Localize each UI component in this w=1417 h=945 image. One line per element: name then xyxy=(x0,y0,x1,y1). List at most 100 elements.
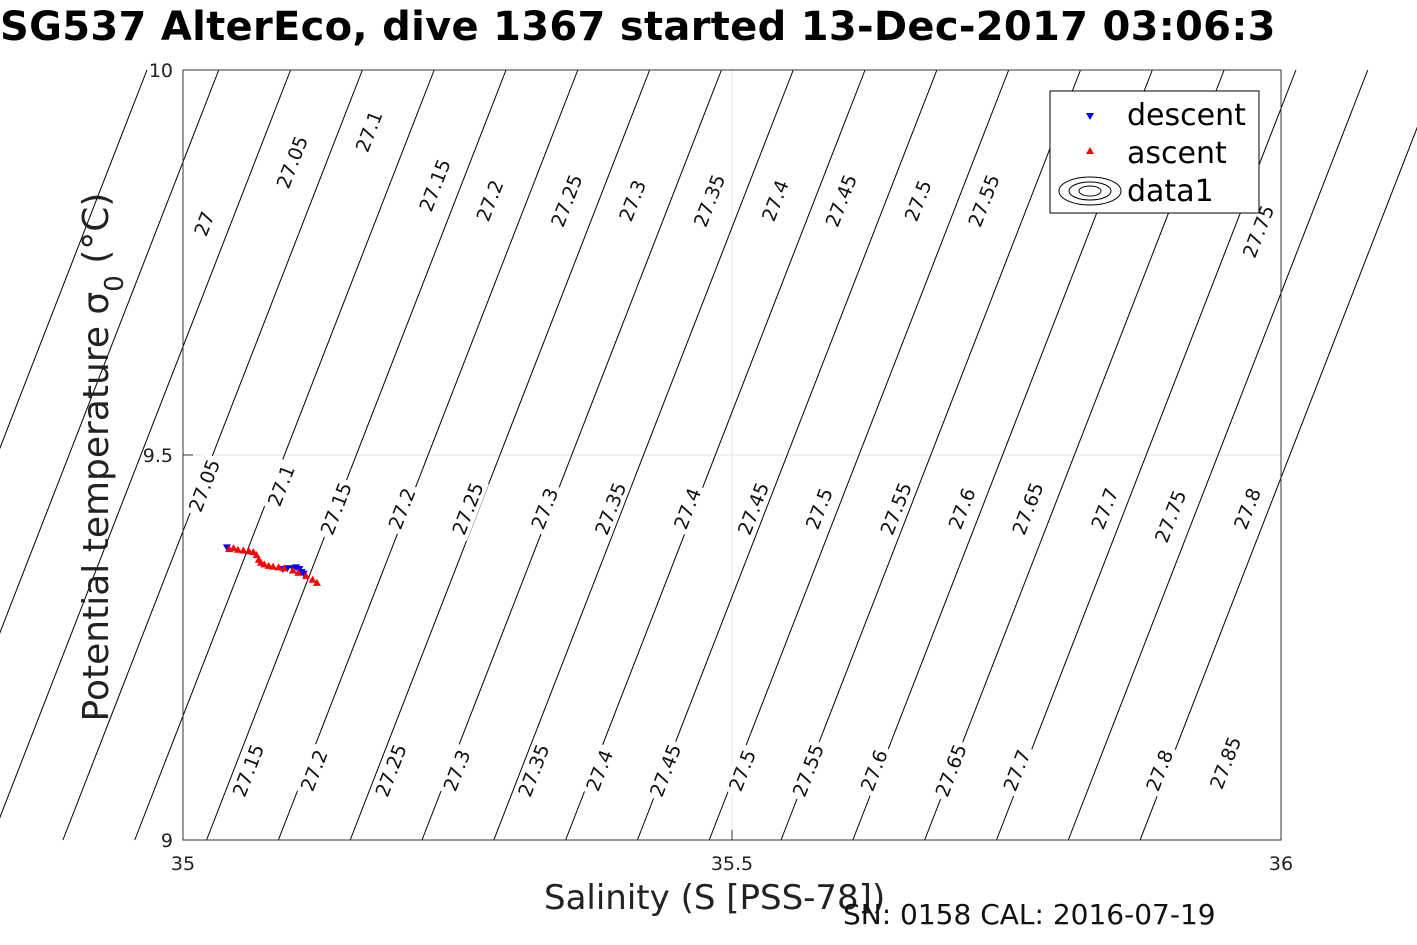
contour-label-bg xyxy=(270,129,314,195)
contour-label: 27.7 xyxy=(1085,481,1124,536)
contour-line xyxy=(708,69,1010,841)
contour-label-text: 27.85 xyxy=(1206,734,1246,793)
y-axis-label-text: Potential temperature σ xyxy=(76,292,117,722)
contour-label-bg xyxy=(182,453,226,518)
contour-label: 27.3 xyxy=(525,481,564,536)
contour-label: 27.2 xyxy=(470,173,509,228)
contour-label: 27.35 xyxy=(687,168,731,233)
contour-line xyxy=(493,69,794,841)
y-tick-label: 10 xyxy=(149,60,173,82)
contour-label-bg xyxy=(579,743,619,798)
contour-label: 27.25 xyxy=(446,476,489,541)
contour-label-text: 27.05 xyxy=(273,133,313,192)
contour-label-bg xyxy=(261,458,301,513)
contour-label-bg xyxy=(1006,476,1049,541)
contour-label: 27.65 xyxy=(1006,476,1049,541)
contour-label: 27.4 xyxy=(667,481,707,536)
contour-label-text: 27.1 xyxy=(352,108,388,155)
contour-label-text: 27.05 xyxy=(185,456,225,515)
contour-label-text: 27.75 xyxy=(1151,487,1191,546)
contour-line xyxy=(206,69,507,841)
contour-label: 27.85 xyxy=(1203,730,1247,796)
contour-line xyxy=(1139,126,1417,841)
ascent-point xyxy=(280,564,289,572)
contour-label-text: 27.4 xyxy=(670,485,706,532)
contour-line xyxy=(421,69,722,841)
x-tick-label: 35.5 xyxy=(711,853,753,875)
contour-label-text: 27.15 xyxy=(229,741,269,800)
contour-label-bg xyxy=(731,476,775,541)
contour-label-bg xyxy=(687,168,731,233)
contour-label-bg xyxy=(226,737,270,803)
contour-line xyxy=(780,69,1081,841)
ascent-point xyxy=(229,544,238,552)
legend-descent-label: descent xyxy=(1127,98,1246,133)
contour-label-bg xyxy=(382,481,421,536)
ascent-point xyxy=(288,566,297,574)
contour-label-text: 27.7 xyxy=(1000,747,1036,794)
y-axis-label: Potential temperature σ0 (°C) xyxy=(76,193,130,722)
contour-label-text: 27.2 xyxy=(385,485,421,532)
contour-label-bg xyxy=(512,737,555,803)
ascent-point xyxy=(308,575,317,583)
contour-label: 27.4 xyxy=(579,743,619,798)
contour-label-text: 27.55 xyxy=(789,741,829,800)
contour-label: 27.15 xyxy=(413,152,456,218)
contour-label-text: 27.3 xyxy=(527,485,563,532)
contour-label: 27.45 xyxy=(643,737,687,803)
contour-label-text: 27.5 xyxy=(802,485,838,532)
contour-label: 27.45 xyxy=(819,168,863,233)
contour-label-text: 27.45 xyxy=(734,480,774,539)
contour-label-bg xyxy=(470,173,509,228)
contour-label-text: 27.4 xyxy=(758,177,794,224)
contour-label-text: 27.65 xyxy=(1008,480,1048,539)
ascent-point xyxy=(274,563,283,571)
contour-label-text: 27.55 xyxy=(877,480,917,539)
ascent-point xyxy=(312,578,321,586)
contour-label: 27.55 xyxy=(962,168,1005,233)
contour-label: 27.6 xyxy=(854,743,894,798)
legend-ascent-label: ascent xyxy=(1127,136,1227,171)
contour-label-text: 27.5 xyxy=(725,747,761,794)
contour-label: 27.05 xyxy=(270,129,314,195)
contour-label-bg xyxy=(294,743,334,798)
contour-line xyxy=(134,69,435,841)
calibration-footer: SN: 0158 CAL: 2016-07-19 xyxy=(843,898,1216,931)
contour-label-text: 27.2 xyxy=(297,747,333,794)
contour-label-text: 27.7 xyxy=(1087,485,1123,532)
contour-label-bg xyxy=(545,168,588,233)
contour-label-bg xyxy=(755,173,795,228)
contour-line xyxy=(0,69,220,634)
contour-label: 27.4 xyxy=(755,173,795,228)
data-points xyxy=(222,544,321,586)
legend: descent ascent data1 xyxy=(1049,90,1260,214)
contour-label-bg xyxy=(1227,481,1267,536)
contour-label-bg xyxy=(1148,483,1192,549)
contour-label-text: 27.35 xyxy=(690,172,730,231)
contour-label-text: 27.15 xyxy=(415,156,455,215)
contour-label: 27.5 xyxy=(722,743,762,798)
contour-label: 27.05 xyxy=(182,453,226,518)
contour-label-bg xyxy=(962,168,1005,233)
contour-label: 27 xyxy=(188,206,220,241)
contour-label-bg xyxy=(369,737,412,803)
legend-data1-label: data1 xyxy=(1127,174,1214,209)
contour-label-bg xyxy=(898,173,938,228)
contour-label: 27.65 xyxy=(929,737,972,803)
ascent-point xyxy=(239,546,248,554)
ascent-point xyxy=(233,545,242,553)
y-tick-label: 9.5 xyxy=(143,445,173,467)
contour-label-bg xyxy=(997,743,1036,798)
y-axis-label-unit: (°C) xyxy=(76,193,117,276)
contour-line xyxy=(349,69,651,841)
contour-label-bg xyxy=(819,168,863,233)
contour-label: 27.55 xyxy=(786,737,830,803)
contour-label-text: 27.45 xyxy=(822,172,862,231)
contour-label-text: 27.15 xyxy=(317,480,357,539)
contour-label-bg xyxy=(437,743,476,798)
ascent-point xyxy=(269,562,278,570)
x-axis-label: Salinity (S [PSS-78]) xyxy=(544,878,886,918)
contour-label: 27.5 xyxy=(799,481,839,536)
contour-label-text: 27.55 xyxy=(964,172,1004,231)
